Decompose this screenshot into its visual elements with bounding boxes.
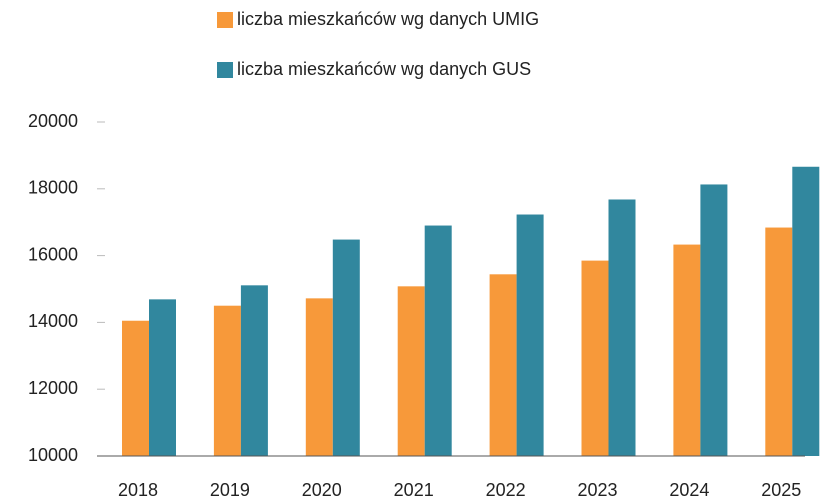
bar [608, 199, 636, 456]
y-tick-label: 18000 [28, 178, 78, 198]
bar [397, 286, 425, 456]
x-tick-label: 2021 [394, 480, 434, 500]
bar [149, 299, 176, 456]
y-tick-label: 12000 [28, 378, 78, 398]
bar [122, 320, 149, 456]
bar [240, 285, 268, 456]
y-tick-label: 14000 [28, 311, 78, 331]
x-tick-label: 2023 [577, 480, 617, 500]
bar [332, 239, 360, 456]
x-tick-label: 2025 [761, 480, 801, 500]
legend-label: liczba mieszkańców wg danych GUS [237, 59, 531, 79]
bar [213, 305, 241, 456]
x-tick-label: 2019 [210, 480, 250, 500]
bar [700, 184, 728, 456]
y-tick-label: 10000 [28, 445, 78, 465]
bar [489, 274, 517, 456]
bar [516, 214, 544, 456]
x-tick-label: 2024 [669, 480, 709, 500]
legend-swatch [217, 12, 233, 28]
x-tick-label: 2018 [118, 480, 158, 500]
y-tick-label: 16000 [28, 244, 78, 264]
x-tick-label: 2020 [302, 480, 342, 500]
bar [581, 260, 609, 456]
bar [792, 166, 820, 457]
bar [673, 244, 701, 456]
legend-label: liczba mieszkańców wg danych UMIG [237, 9, 539, 29]
x-tick-label: 2022 [486, 480, 526, 500]
y-tick-label: 20000 [28, 111, 78, 131]
bar [305, 298, 333, 456]
bar [765, 227, 793, 456]
legend-swatch [217, 62, 233, 78]
bar [424, 225, 452, 456]
